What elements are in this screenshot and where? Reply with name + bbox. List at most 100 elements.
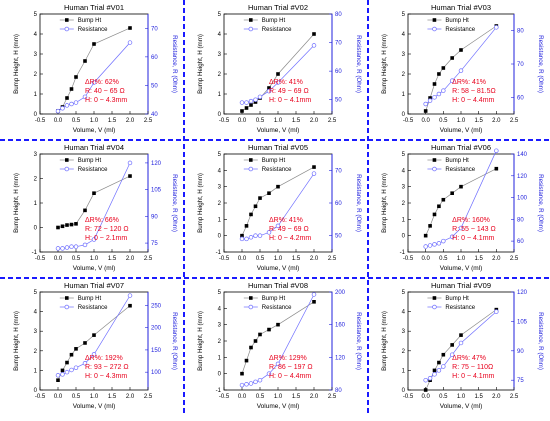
resistance-point [441, 88, 446, 93]
chart-svg-5: Human Trial #V05 -0.5 0.0 0.5 1.0 1.5 2.0 2.5 Vo… [197, 143, 362, 272]
resistance-point [248, 98, 254, 104]
resistance-point [257, 94, 263, 100]
legend-marker-bump [65, 158, 69, 162]
bump-point [249, 103, 253, 107]
bump-point [92, 191, 96, 195]
bump-point [83, 59, 87, 63]
x-tick-label: 2.0 [310, 118, 319, 124]
bump-point [69, 87, 74, 91]
x-tick-label: 1.5 [292, 118, 301, 124]
chart-svg-4: Human Trial #V04 -0.5 0.0 0.5 1.0 1.5 2.0 2.5 Vo… [13, 143, 178, 272]
bump-point [423, 388, 428, 392]
bump-point [240, 109, 244, 113]
y-right-axis-label: Resistance, R (Ohm) [355, 312, 362, 370]
resistance-point [244, 100, 249, 105]
bump-point [56, 378, 60, 382]
x-tick-label: 1.5 [108, 118, 117, 124]
x-tick-label: 0.0 [54, 394, 63, 400]
y-left-tick-label: 5 [34, 290, 38, 296]
y-left-tick-label: 3 [402, 52, 406, 58]
resistance-point [458, 68, 464, 73]
y-left-tick-label: 2 [218, 201, 222, 207]
legend-label-bump: Bump Ht [78, 296, 102, 302]
y-right-tick-label: 60 [335, 201, 342, 207]
annotation-line: H: 0 ~ 4.4mm [452, 97, 494, 104]
x-tick-label: -0.5 [35, 394, 46, 400]
y-right-axis-label: Resistance, R (Ohm) [537, 174, 544, 232]
bump-point [74, 75, 78, 79]
y-left-tick-label: 0 [34, 112, 38, 118]
resistance-point [423, 244, 428, 249]
resistance-point [458, 225, 464, 231]
bump-point [249, 345, 253, 350]
y-left-tick-label: 0 [34, 388, 38, 394]
y-left-tick-label: 0 [218, 112, 222, 118]
x-tick-label: 0.0 [54, 256, 63, 262]
y-left-tick-label: 4 [402, 32, 406, 38]
y-left-tick-label: 5 [218, 290, 222, 296]
bump-point [441, 197, 446, 202]
y-left-tick-label: 3 [34, 52, 38, 58]
bump-point [437, 72, 441, 76]
resistance-point [64, 103, 70, 108]
legend-label-bump: Bump Ht [78, 18, 102, 24]
chart-svg-6: Human Trial #V06 -0.5 0.0 0.5 1.0 1.5 2.0 2.5 Vo… [381, 143, 544, 272]
bump-point [276, 184, 280, 189]
bump-point [267, 327, 271, 332]
x-tick-label: 2.5 [144, 256, 153, 262]
y-left-tick-label: 1 [402, 368, 406, 374]
y-right-tick-label: 75 [517, 378, 524, 384]
bump-point [240, 233, 244, 238]
annotation-line: R: 49 ~ 69 Ω [269, 88, 309, 95]
x-tick-label: -0.5 [219, 394, 230, 400]
y-left-tick-label: 2 [34, 177, 38, 183]
bump-point [437, 360, 441, 365]
x-tick-label: 0.5 [256, 394, 265, 400]
x-tick-label: 0.0 [238, 256, 247, 262]
annotation-line: ΔR%: 47% [452, 355, 486, 362]
legend-label-resistance: Resistance [78, 305, 108, 311]
bump-point [267, 191, 271, 195]
y-left-axis-label: Bump Height, H (mm) [197, 173, 204, 233]
chart-panel-3: Human Trial #V03 -0.5 0.0 0.5 1.0 1.5 2.0 2.5 Vo… [368, 0, 550, 140]
bump-point [432, 368, 437, 373]
resistance-point [82, 361, 88, 366]
annotation-line: ΔR%: 66% [85, 217, 119, 224]
y-right-tick-label: 50 [151, 83, 158, 89]
legend-label-bump: Bump Ht [445, 296, 469, 302]
y-right-tick-label: 70 [151, 26, 158, 32]
y-right-tick-label: 120 [517, 290, 528, 296]
resistance-point [257, 377, 263, 383]
resistance-point [275, 361, 281, 367]
x-tick-label: 1.5 [108, 256, 117, 262]
y-right-tick-label: 90 [517, 349, 524, 355]
legend-marker-bump [249, 18, 253, 22]
x-tick-label: 0.5 [439, 118, 448, 124]
bump-point [56, 225, 60, 230]
x-tick-label: 0.0 [54, 118, 63, 124]
bump-point [253, 204, 258, 209]
legend-marker-resistance [248, 26, 254, 32]
chart-svg-7: Human Trial #V07 -0.5 0.0 0.5 1.0 1.5 2.0 2.5 Vo… [13, 281, 178, 410]
resistance-point [427, 98, 433, 103]
x-tick-label: 2.5 [510, 394, 519, 400]
bump-point [244, 106, 249, 110]
y-left-axis-label: Bump Height, H (mm) [381, 173, 388, 233]
annotation-line: H: 0 ~ 4.1mm [452, 235, 494, 242]
x-tick-label: 0.0 [238, 118, 247, 124]
legend-label-resistance: Resistance [262, 27, 292, 33]
resistance-point [69, 244, 74, 249]
y-right-tick-label: 100 [151, 370, 162, 376]
annotation-line: ΔR%: 192% [85, 355, 123, 362]
x-tick-label: -0.5 [219, 256, 230, 262]
y-left-tick-label: 1 [218, 92, 222, 98]
x-axis-label: Volume, V (ml) [440, 127, 483, 134]
x-tick-label: 2.0 [492, 118, 501, 124]
legend-marker-resistance [64, 26, 70, 32]
y-right-axis-label: Resistance, R (Ohm) [171, 312, 178, 370]
x-tick-label: -0.5 [403, 118, 414, 124]
x-tick-label: 1.0 [90, 118, 99, 124]
x-axis-label: Volume, V (ml) [73, 265, 116, 272]
bump-point [423, 109, 428, 113]
